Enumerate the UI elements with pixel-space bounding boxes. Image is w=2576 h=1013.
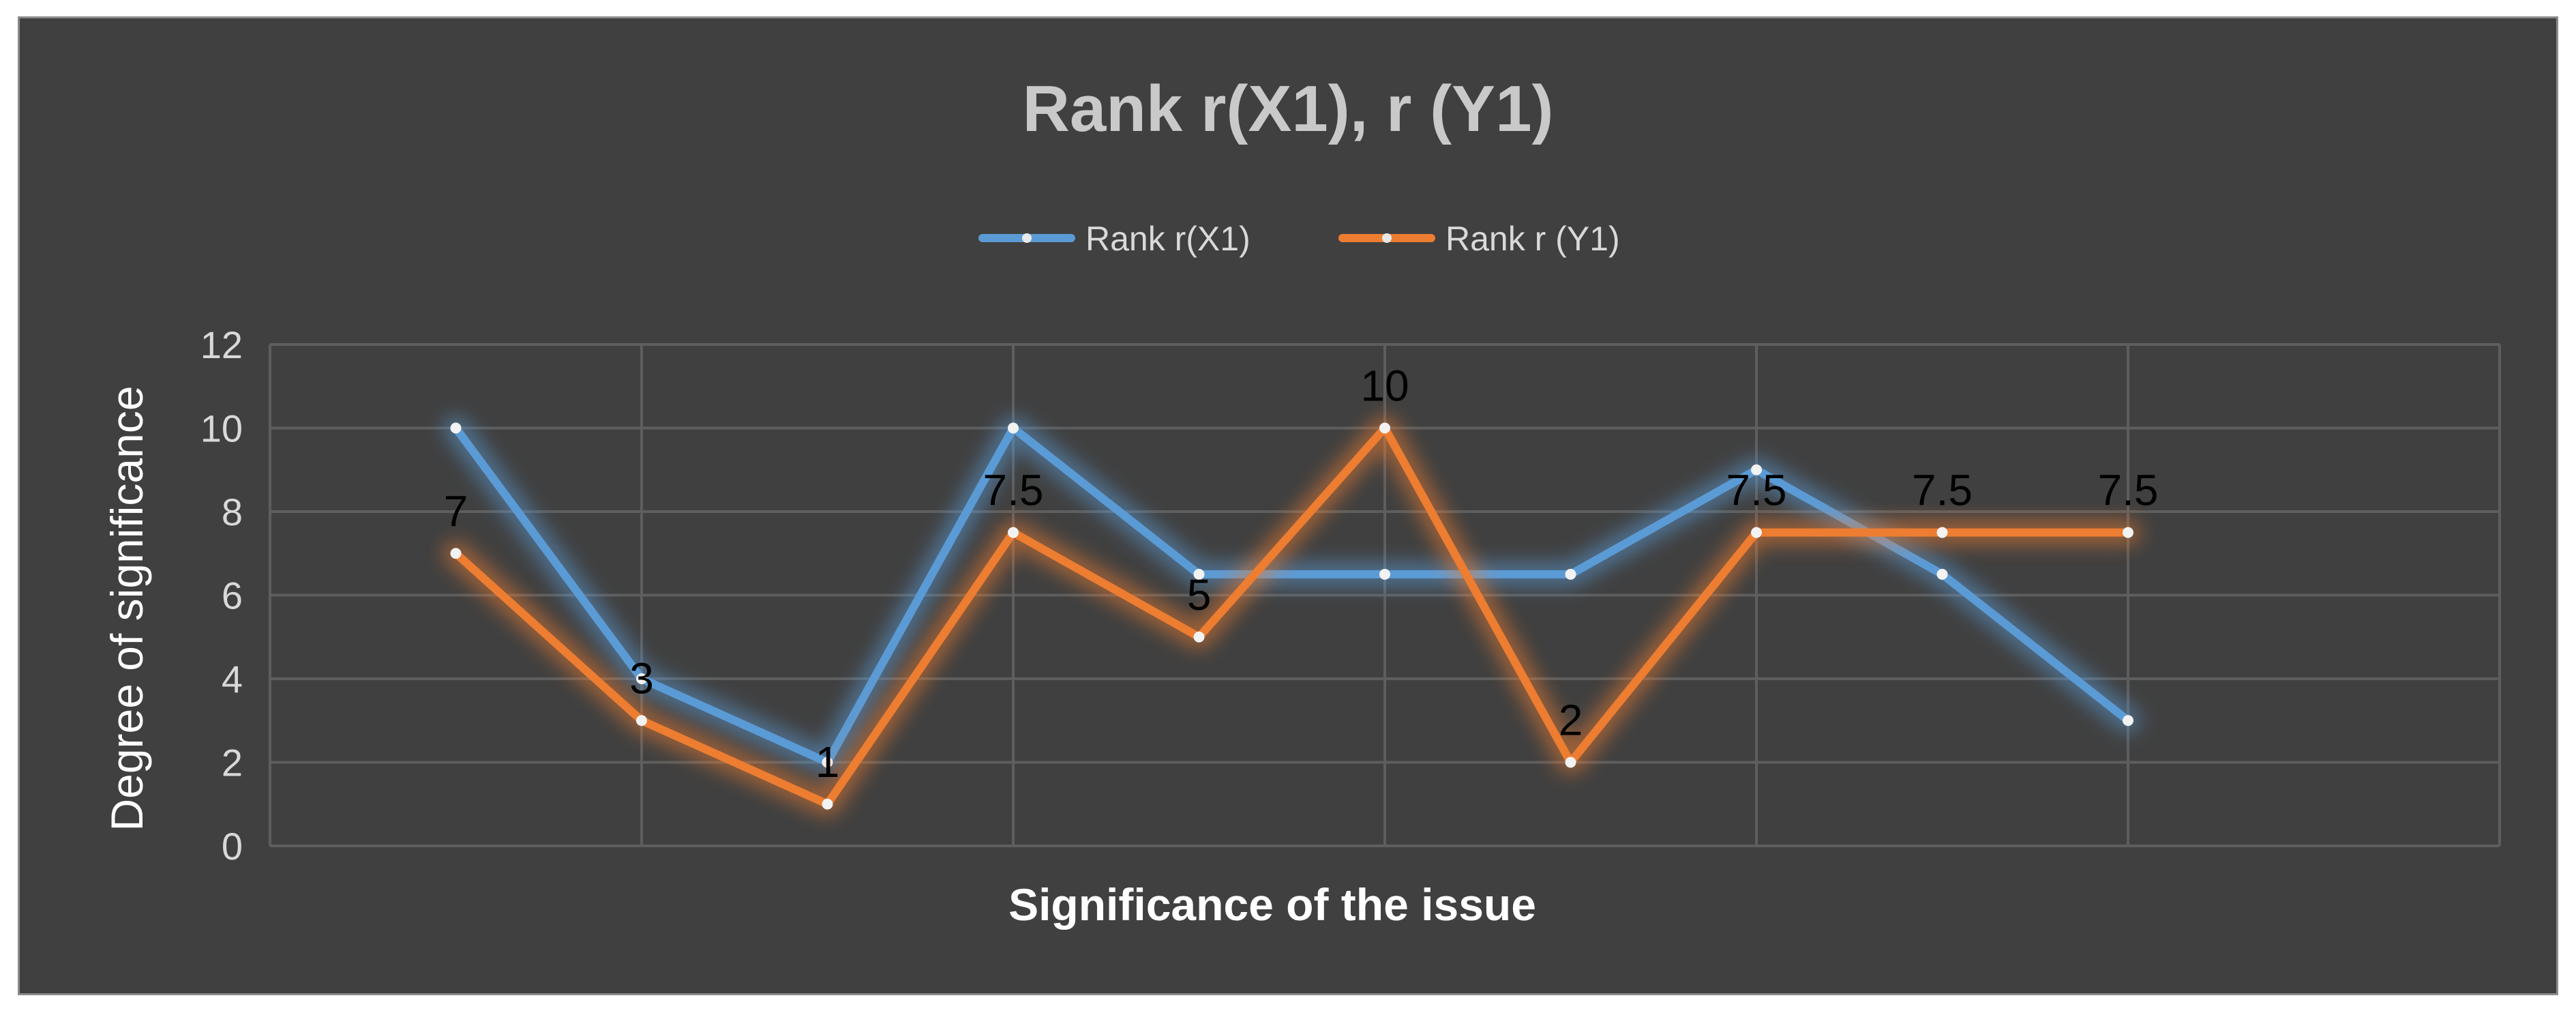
data-label: 1 bbox=[815, 737, 840, 787]
legend-label: Rank r(X1) bbox=[1085, 220, 1250, 258]
series-rank-r-y1 bbox=[443, 415, 2140, 817]
data-point bbox=[1565, 568, 1576, 580]
legend: Rank r(X1) Rank r (Y1) bbox=[978, 220, 1620, 258]
data-point bbox=[1008, 422, 1019, 434]
data-point bbox=[1193, 568, 1205, 580]
y-tick-label: 8 bbox=[222, 490, 243, 533]
data-point bbox=[2123, 527, 2133, 538]
data-point bbox=[1936, 568, 1948, 580]
y-tick-label: 10 bbox=[200, 407, 243, 450]
data-point bbox=[1379, 422, 1390, 434]
data-label: 7.5 bbox=[1912, 466, 1973, 515]
data-label: 10 bbox=[1360, 362, 1409, 411]
data-point bbox=[1008, 527, 1019, 538]
data-label: 7 bbox=[444, 486, 468, 535]
data-point bbox=[1565, 757, 1576, 768]
data-point bbox=[636, 673, 647, 684]
data-point bbox=[1751, 464, 1762, 475]
y-tick-label: 0 bbox=[222, 825, 243, 868]
legend-item: Rank r (Y1) bbox=[1338, 220, 1620, 258]
x-axis-label: Significance of the issue bbox=[1008, 879, 1536, 930]
data-point bbox=[636, 715, 647, 726]
legend-marker bbox=[1022, 233, 1032, 243]
chart-frame: Rank r(X1), r (Y1) Rank r(X1) Rank r (Y1)… bbox=[18, 16, 2558, 995]
line-chart: Rank r(X1), r (Y1) Rank r(X1) Rank r (Y1)… bbox=[102, 72, 2501, 930]
legend-item: Rank r(X1) bbox=[978, 220, 1250, 258]
data-point bbox=[1379, 568, 1390, 580]
y-tick-label: 12 bbox=[200, 323, 243, 366]
data-point bbox=[822, 798, 833, 810]
y-axis-label: Degree of significance bbox=[102, 385, 152, 831]
data-point bbox=[1936, 527, 1948, 538]
y-tick-label: 4 bbox=[222, 658, 243, 701]
data-point bbox=[450, 422, 462, 434]
data-point bbox=[822, 757, 833, 768]
data-point bbox=[2123, 715, 2133, 726]
legend-marker bbox=[1382, 233, 1392, 243]
y-axis-ticks: 0 2 4 6 8 10 12 bbox=[200, 323, 243, 868]
data-label: 3 bbox=[629, 654, 654, 703]
legend-label: Rank r (Y1) bbox=[1446, 220, 1620, 258]
data-label: 7.5 bbox=[2098, 466, 2159, 515]
y-tick-label: 6 bbox=[222, 574, 243, 617]
series-layer bbox=[443, 415, 2140, 817]
series-line bbox=[451, 424, 2132, 808]
y-tick-label: 2 bbox=[222, 742, 243, 784]
data-label: 2 bbox=[1559, 696, 1583, 745]
data-label: 7.5 bbox=[983, 466, 1044, 515]
chart-title: Rank r(X1), r (Y1) bbox=[1023, 72, 1554, 145]
data-label: 5 bbox=[1187, 570, 1212, 619]
data-labels: 7 3 1 7.5 5 10 2 7.5 7.5 7.5 bbox=[444, 362, 2159, 787]
data-point bbox=[450, 548, 462, 559]
data-point bbox=[1751, 527, 1762, 538]
data-label: 7.5 bbox=[1726, 466, 1787, 515]
data-point bbox=[1193, 631, 1205, 643]
